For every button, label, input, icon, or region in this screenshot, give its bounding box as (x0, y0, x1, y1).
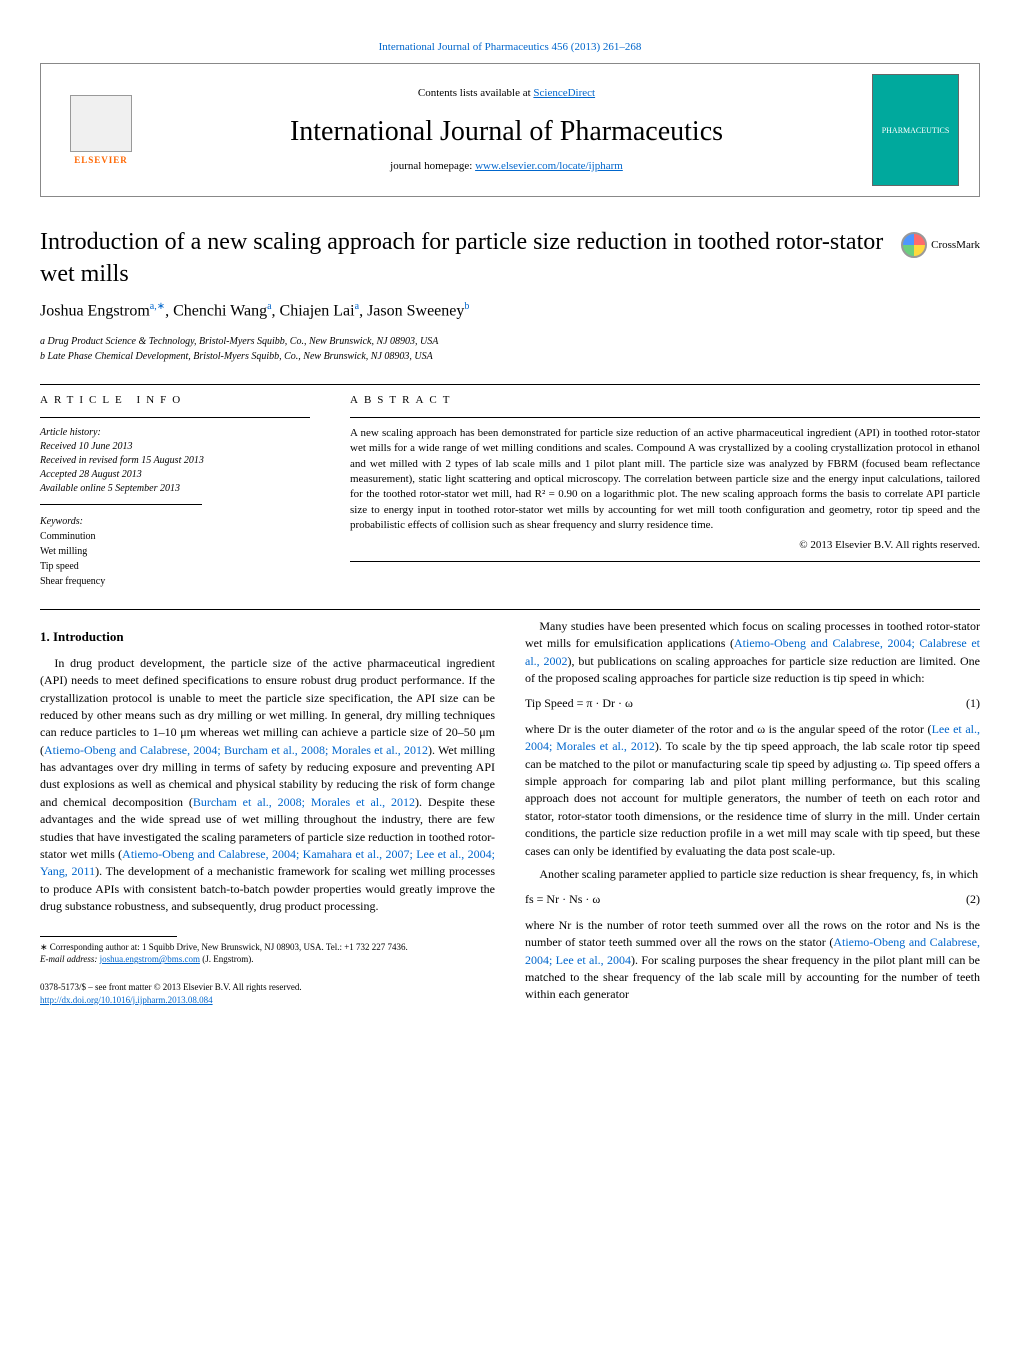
footnote-separator (40, 936, 177, 937)
p2-text-b: ), but publications on scaling approache… (525, 654, 980, 685)
body-p4: Another scaling parameter applied to par… (525, 866, 980, 883)
authors-line: Joshua Engstroma,∗, Chenchi Wanga, Chiaj… (40, 300, 980, 323)
history-label: Article history: (40, 426, 310, 440)
abstract-column: ABSTRACT A new scaling approach has been… (350, 393, 980, 588)
eq2-number: (2) (966, 891, 980, 908)
affiliations: a Drug Product Science & Technology, Bri… (40, 334, 980, 364)
rule-under-abstract-label (350, 417, 980, 418)
rule-above-body (40, 609, 980, 610)
crossmark-icon (901, 232, 927, 258)
keywords-label: Keywords: (40, 515, 310, 529)
section-1-heading: 1. Introduction (40, 628, 495, 647)
equation-1: Tip Speed = π · Dr · ω (1) (525, 695, 980, 712)
author-4-affil[interactable]: b (464, 301, 469, 312)
elsevier-logo[interactable]: ELSEVIER (61, 90, 141, 170)
eq1-number: (1) (966, 695, 980, 712)
abstract-text: A new scaling approach has been demonstr… (350, 426, 980, 534)
journal-homepage: journal homepage: www.elsevier.com/locat… (161, 159, 852, 174)
ref-link-2[interactable]: Burcham et al., 2008; Morales et al., 20… (193, 795, 415, 809)
article-title: Introduction of a new scaling approach f… (40, 227, 980, 289)
body-p2: Many studies have been presented which f… (525, 618, 980, 688)
journal-cover-thumbnail[interactable]: PHARMACEUTICS (872, 74, 959, 186)
eq1-formula: Tip Speed = π · Dr · ω (525, 695, 633, 712)
corresponding-author-note: ∗ Corresponding author at: 1 Squibb Driv… (40, 941, 495, 954)
p3-text-a: where Dr is the outer diameter of the ro… (525, 722, 932, 736)
author-4: , Jason Sweeney (359, 302, 464, 319)
email-label: E-mail address: (40, 954, 100, 964)
contents-line: Contents lists available at ScienceDirec… (161, 86, 852, 101)
eq2-formula: fs = Nr · Ns · ω (525, 891, 600, 908)
affiliation-a: a Drug Product Science & Technology, Bri… (40, 334, 980, 349)
author-3: , Chiajen Lai (272, 302, 355, 319)
rule-under-abstract (350, 561, 980, 562)
journal-citation[interactable]: International Journal of Pharmaceutics 4… (40, 40, 980, 55)
body-p3: where Dr is the outer diameter of the ro… (525, 721, 980, 860)
contents-prefix: Contents lists available at (418, 87, 533, 99)
body-columns: 1. Introduction In drug product developm… (40, 618, 980, 1008)
copyright-footer: 0378-5173/$ – see front matter © 2013 El… (40, 981, 495, 1007)
article-history: Article history: Received 10 June 2013 R… (40, 426, 310, 496)
equation-2: fs = Nr · Ns · ω (2) (525, 891, 980, 908)
elsevier-text: ELSEVIER (74, 154, 128, 167)
email-line: E-mail address: joshua.engstrom@bms.com … (40, 953, 495, 966)
journal-title: International Journal of Pharmaceutics (161, 112, 852, 151)
email-suffix: (J. Engstrom). (200, 954, 254, 964)
issn-line: 0378-5173/$ – see front matter © 2013 El… (40, 981, 495, 994)
journal-header-box: ELSEVIER Contents lists available at Sci… (40, 63, 980, 197)
keyword-4: Shear frequency (40, 574, 310, 589)
p1-text-d: ). The development of a mechanistic fram… (40, 864, 495, 913)
author-1-affil[interactable]: a,∗ (150, 301, 165, 312)
article-info-column: ARTICLE INFO Article history: Received 1… (40, 393, 310, 588)
homepage-prefix: journal homepage: (390, 160, 475, 172)
abstract-label: ABSTRACT (350, 393, 980, 408)
crossmark-label: CrossMark (931, 238, 980, 253)
doi-link[interactable]: http://dx.doi.org/10.1016/j.ijpharm.2013… (40, 995, 213, 1005)
footnotes: ∗ Corresponding author at: 1 Squibb Driv… (40, 941, 495, 966)
body-p1: In drug product development, the particl… (40, 655, 495, 916)
abstract-copyright: © 2013 Elsevier B.V. All rights reserved… (350, 538, 980, 553)
rule-under-info-label (40, 417, 310, 418)
rule-above-keywords (40, 504, 202, 505)
p1-text-a: In drug product development, the particl… (40, 656, 495, 757)
history-revised: Received in revised form 15 August 2013 (40, 454, 310, 468)
keyword-1: Comminution (40, 529, 310, 544)
article-info-label: ARTICLE INFO (40, 393, 310, 408)
author-1: Joshua Engstrom (40, 302, 150, 319)
ref-link-1[interactable]: Atiemo-Obeng and Calabrese, 2004; Burcha… (44, 743, 428, 757)
keywords-list: Comminution Wet milling Tip speed Shear … (40, 529, 310, 589)
elsevier-tree-icon (70, 95, 132, 152)
author-2: , Chenchi Wang (165, 302, 267, 319)
history-online: Available online 5 September 2013 (40, 482, 310, 496)
sciencedirect-link[interactable]: ScienceDirect (533, 87, 595, 99)
rule-above-info (40, 384, 980, 385)
p3-text-b: ). To scale by the tip speed approach, t… (525, 739, 980, 857)
keyword-3: Tip speed (40, 559, 310, 574)
email-link[interactable]: joshua.engstrom@bms.com (100, 954, 200, 964)
journal-center: Contents lists available at ScienceDirec… (161, 86, 852, 174)
history-received: Received 10 June 2013 (40, 440, 310, 454)
keyword-2: Wet milling (40, 544, 310, 559)
history-accepted: Accepted 28 August 2013 (40, 468, 310, 482)
info-abstract-row: ARTICLE INFO Article history: Received 1… (40, 393, 980, 588)
body-p5: where Nr is the number of rotor teeth su… (525, 917, 980, 1004)
homepage-link[interactable]: www.elsevier.com/locate/ijpharm (475, 160, 623, 172)
affiliation-b: b Late Phase Chemical Development, Brist… (40, 349, 980, 364)
crossmark-badge[interactable]: CrossMark (901, 232, 980, 258)
